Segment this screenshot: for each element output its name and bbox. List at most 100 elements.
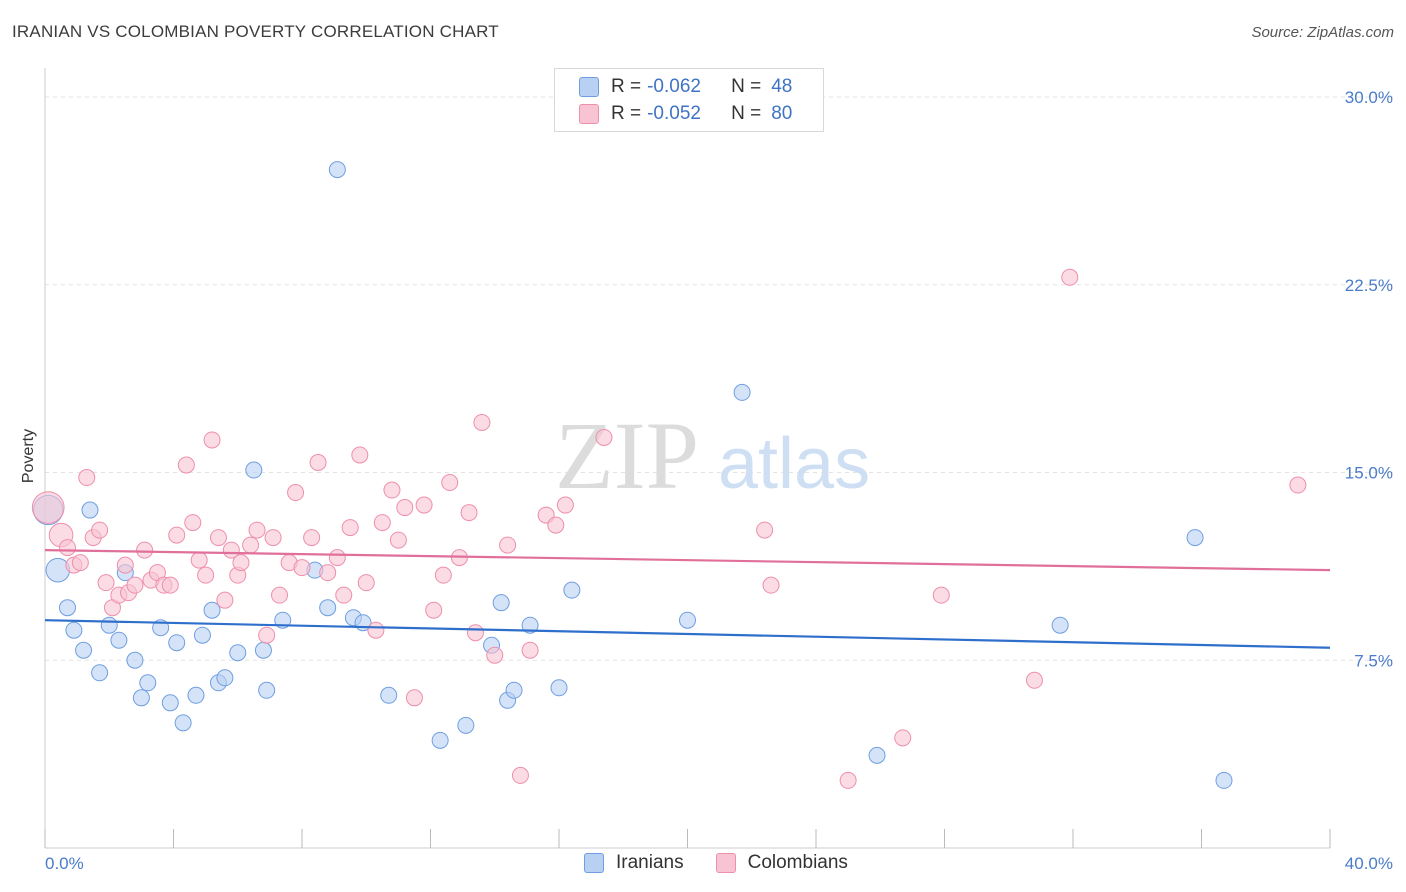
x-tick-label: 0.0% xyxy=(45,854,84,873)
point-colombians xyxy=(168,526,186,544)
point-colombians xyxy=(762,576,780,594)
point-iranians xyxy=(733,383,751,401)
point-colombians xyxy=(91,521,109,539)
watermark-zip: ZIP xyxy=(555,402,699,509)
point-iranians xyxy=(81,501,99,519)
point-colombians xyxy=(499,536,517,554)
point-iranians xyxy=(492,594,510,612)
point-iranians xyxy=(132,689,150,707)
point-colombians xyxy=(161,576,179,594)
point-colombians xyxy=(547,516,565,534)
x-tick-label: 40.0% xyxy=(1345,854,1393,873)
point-colombians xyxy=(203,431,221,449)
point-colombians xyxy=(1025,671,1043,689)
point-colombians xyxy=(216,591,234,609)
legend-r-label: R = xyxy=(611,76,642,97)
point-iranians xyxy=(258,681,276,699)
point-colombians xyxy=(293,559,311,577)
grid-layer xyxy=(45,96,1393,661)
point-colombians xyxy=(177,456,195,474)
point-colombians xyxy=(31,491,65,524)
point-iranians xyxy=(187,686,205,704)
point-colombians xyxy=(415,496,433,514)
point-colombians xyxy=(287,484,305,502)
legend-row-iranians: R = -0.062 N = 48 xyxy=(579,75,792,99)
point-iranians xyxy=(1215,771,1233,789)
point-colombians xyxy=(58,539,76,557)
point-colombians xyxy=(136,541,154,559)
point-colombians xyxy=(434,566,452,584)
point-iranians xyxy=(91,664,109,682)
point-colombians xyxy=(466,624,484,642)
point-iranians xyxy=(174,714,192,732)
axis-layer xyxy=(44,68,1331,849)
point-iranians xyxy=(563,581,581,599)
y-tick-label: 22.5% xyxy=(1345,276,1393,295)
point-colombians xyxy=(1061,268,1079,286)
point-iranians xyxy=(328,161,346,179)
point-iranians xyxy=(139,674,157,692)
y-axis-label: Poverty xyxy=(20,429,37,483)
point-iranians xyxy=(550,679,568,697)
stats-legend: R = -0.062 N = 48 R = -0.052 N = 80 xyxy=(554,68,824,132)
trend-layer xyxy=(44,549,1331,649)
point-colombians xyxy=(1289,476,1307,494)
legend-label-colombians: Colombians xyxy=(747,852,848,873)
point-colombians xyxy=(319,564,337,582)
watermark: ZIP atlas xyxy=(555,402,870,509)
point-iranians xyxy=(1186,529,1204,547)
point-colombians xyxy=(335,586,353,604)
point-iranians xyxy=(65,621,83,639)
legend-r-label: R = xyxy=(611,103,642,124)
point-colombians xyxy=(894,729,912,747)
y-tick-label: 15.0% xyxy=(1345,464,1393,483)
legend-n-value: 48 xyxy=(771,76,793,97)
legend-swatch-colombians xyxy=(715,853,736,873)
point-colombians xyxy=(78,469,96,487)
legend-swatch-colombians xyxy=(579,104,599,124)
point-iranians xyxy=(75,641,93,659)
point-colombians xyxy=(264,529,282,547)
point-colombians xyxy=(271,586,289,604)
point-iranians xyxy=(521,616,539,634)
y-tick-label: 7.5% xyxy=(1354,651,1393,670)
point-colombians xyxy=(932,586,950,604)
point-colombians xyxy=(232,554,250,572)
point-iranians xyxy=(431,731,449,749)
point-colombians xyxy=(839,771,857,789)
legend-n-value: 80 xyxy=(771,103,793,124)
legend-swatch-iranians xyxy=(584,853,604,873)
point-iranians xyxy=(203,601,221,619)
point-colombians xyxy=(248,521,266,539)
point-iranians xyxy=(193,626,211,644)
legend-r-value: -0.062 xyxy=(647,76,701,97)
legend-r-value: -0.052 xyxy=(647,103,701,124)
point-colombians xyxy=(383,481,401,499)
point-colombians xyxy=(303,529,321,547)
point-colombians xyxy=(97,574,115,592)
point-iranians xyxy=(679,611,696,629)
point-iranians xyxy=(216,669,234,687)
point-iranians xyxy=(229,644,247,662)
chart-source: Source: ZipAtlas.com xyxy=(1251,24,1394,41)
point-colombians xyxy=(126,576,144,594)
point-colombians xyxy=(405,689,423,707)
point-iranians xyxy=(254,641,272,659)
point-colombians xyxy=(242,536,260,554)
series-colombians xyxy=(31,268,1307,789)
point-iranians xyxy=(457,716,475,734)
point-colombians xyxy=(258,626,276,644)
point-colombians xyxy=(511,766,529,784)
trend-line-iranians xyxy=(44,619,1331,649)
point-colombians xyxy=(209,529,227,547)
legend-row-colombians: R = -0.052 N = 80 xyxy=(579,102,792,126)
legend-item-iranians: Iranians xyxy=(584,852,684,874)
point-iranians xyxy=(1051,616,1069,634)
point-iranians xyxy=(868,746,886,764)
point-colombians xyxy=(116,556,134,574)
point-colombians xyxy=(556,496,574,514)
point-iranians xyxy=(168,634,186,652)
point-colombians xyxy=(460,504,478,522)
point-colombians xyxy=(309,454,327,471)
